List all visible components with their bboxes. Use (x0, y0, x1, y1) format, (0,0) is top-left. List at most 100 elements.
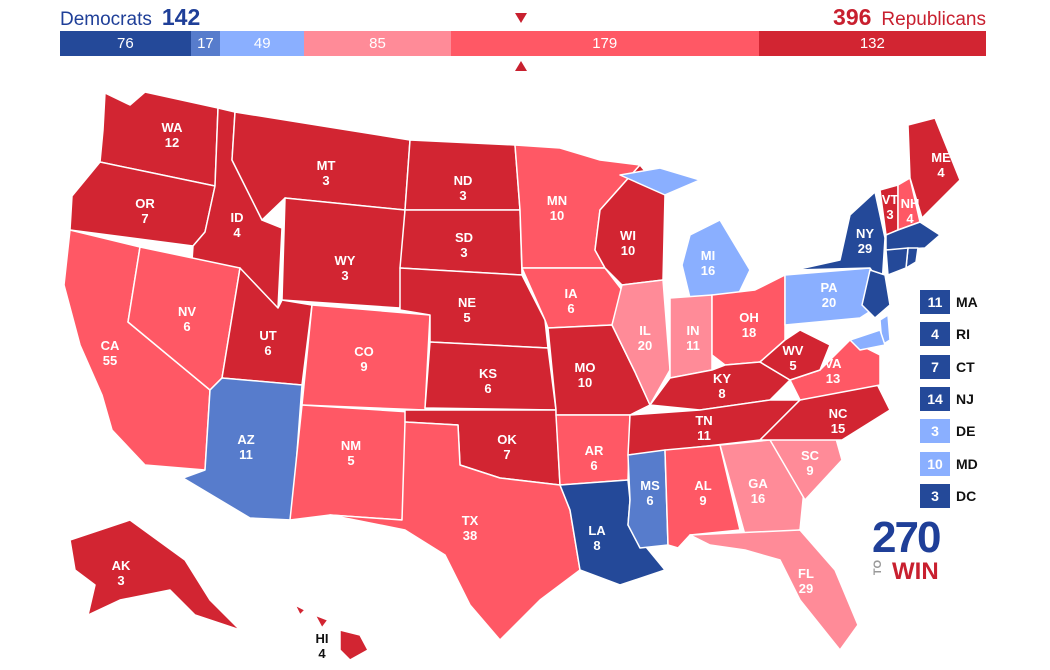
state-label-abbr: MN (547, 193, 567, 208)
state-label-ev: 9 (360, 359, 367, 374)
small-state-abbr: MA (956, 294, 978, 310)
bar-segment: 179 (450, 31, 759, 56)
small-state-ev: 7 (920, 354, 950, 379)
state-hi[interactable] (294, 604, 369, 661)
logo-number: 270 (872, 513, 941, 562)
state-label-ev: 4 (906, 211, 914, 226)
small-state-ma[interactable]: 11 MA (920, 290, 990, 314)
small-state-ri[interactable]: 4 RI (920, 322, 990, 347)
state-label-abbr: FL (798, 566, 814, 581)
state-az[interactable] (182, 377, 303, 521)
state-label-ev: 4 (318, 646, 326, 661)
state-ct[interactable] (885, 247, 909, 276)
state-label-ev: 3 (322, 173, 329, 188)
state-label-abbr: WV (783, 343, 804, 358)
state-label-abbr: UT (259, 328, 276, 343)
small-state-abbr: DE (956, 423, 976, 440)
small-state-md[interactable]: 10 MD (920, 451, 990, 476)
state-label-ev: 11 (239, 447, 253, 462)
state-label-ev: 18 (742, 325, 756, 340)
state-label-abbr: IL (639, 323, 651, 338)
state-nj[interactable] (861, 269, 891, 319)
small-state-abbr: DC (956, 487, 977, 504)
state-label-abbr: ME (931, 150, 951, 165)
state-label-abbr: GA (748, 476, 768, 491)
state-label-ev: 3 (341, 268, 348, 283)
state-label-ev: 3 (886, 207, 893, 222)
small-state-abbr: NJ (956, 390, 974, 407)
state-label-ev: 6 (484, 381, 491, 396)
state-label-abbr: LA (588, 523, 606, 538)
state-md[interactable] (849, 329, 886, 351)
state-label-abbr: SD (455, 230, 473, 245)
state-label-abbr: AK (112, 558, 131, 573)
state-label-ev: 10 (621, 243, 635, 258)
state-label-abbr: PA (820, 280, 838, 295)
democrats-label: Democrats (60, 9, 152, 30)
state-label-ev: 29 (858, 241, 872, 256)
bar-segment: 76 (60, 31, 191, 56)
small-state-abbr: CT (956, 358, 975, 375)
state-label-ev: 8 (593, 538, 600, 553)
state-label-abbr: CA (101, 338, 120, 353)
state-label-abbr: OK (497, 432, 517, 447)
state-ak[interactable] (69, 519, 241, 631)
state-label-ev: 10 (578, 375, 592, 390)
state-label-abbr: WY (335, 253, 356, 268)
state-label-abbr: WA (162, 120, 184, 135)
state-label-ev: 20 (638, 338, 652, 353)
state-label-ev: 15 (831, 421, 845, 436)
small-state-abbr: RI (956, 326, 970, 343)
state-label-abbr: SC (801, 448, 820, 463)
state-label-abbr: VT (882, 192, 899, 207)
bar-segment: 85 (304, 31, 451, 56)
state-fl[interactable] (689, 529, 859, 651)
state-label-ev: 5 (463, 310, 470, 325)
small-state-dc[interactable]: 3 DC (920, 483, 990, 508)
state-label-abbr: OR (135, 196, 155, 211)
state-label-abbr: IN (687, 323, 700, 338)
small-state-de[interactable]: 3 DE (920, 419, 990, 444)
state-label-ev: 3 (117, 573, 124, 588)
state-label-abbr: HI (316, 631, 329, 646)
state-label-abbr: NH (901, 196, 920, 211)
state-label-ev: 16 (701, 263, 715, 278)
state-label-ev: 5 (347, 453, 354, 468)
republicans-header: 396 Republicans (833, 4, 986, 31)
state-label-abbr: KY (713, 371, 731, 386)
state-label-ev: 9 (699, 493, 706, 508)
democrats-header: Democrats 142 (60, 4, 200, 31)
state-label-abbr: WI (620, 228, 636, 243)
state-label-abbr: MS (640, 478, 660, 493)
state-label-abbr: KS (479, 366, 497, 381)
state-label-ev: 9 (806, 463, 813, 478)
state-label-ev: 55 (103, 353, 117, 368)
logo-win: WIN (892, 558, 939, 585)
state-label-ev: 6 (264, 343, 271, 358)
state-label-abbr: OH (739, 310, 759, 325)
state-label-ev: 10 (550, 208, 564, 223)
republicans-total: 396 (833, 4, 872, 30)
state-label-ev: 13 (826, 371, 840, 386)
state-me[interactable] (907, 117, 961, 219)
state-label-ev: 29 (799, 581, 813, 596)
democrats-total: 142 (161, 4, 201, 30)
state-label-ev: 20 (822, 295, 836, 310)
state-label-abbr: VA (824, 356, 842, 371)
small-state-ev: 3 (920, 419, 950, 444)
state-label-abbr: CO (354, 344, 374, 359)
state-wv[interactable] (759, 329, 831, 381)
state-label-abbr: NC (829, 406, 848, 421)
state-label-ev: 11 (697, 428, 711, 443)
small-state-nj[interactable]: 14 NJ (920, 386, 990, 411)
state-tx[interactable] (329, 421, 581, 641)
state-label-abbr: TN (695, 413, 712, 428)
logo-to: TO (872, 560, 884, 576)
small-state-ev: 3 (920, 483, 950, 508)
state-label-ev: 6 (567, 301, 574, 316)
small-state-ct[interactable]: 7 CT (920, 354, 990, 379)
state-label-ev: 12 (165, 135, 179, 150)
bar-segment: 132 (758, 31, 986, 56)
state-label-abbr: AR (585, 443, 604, 458)
